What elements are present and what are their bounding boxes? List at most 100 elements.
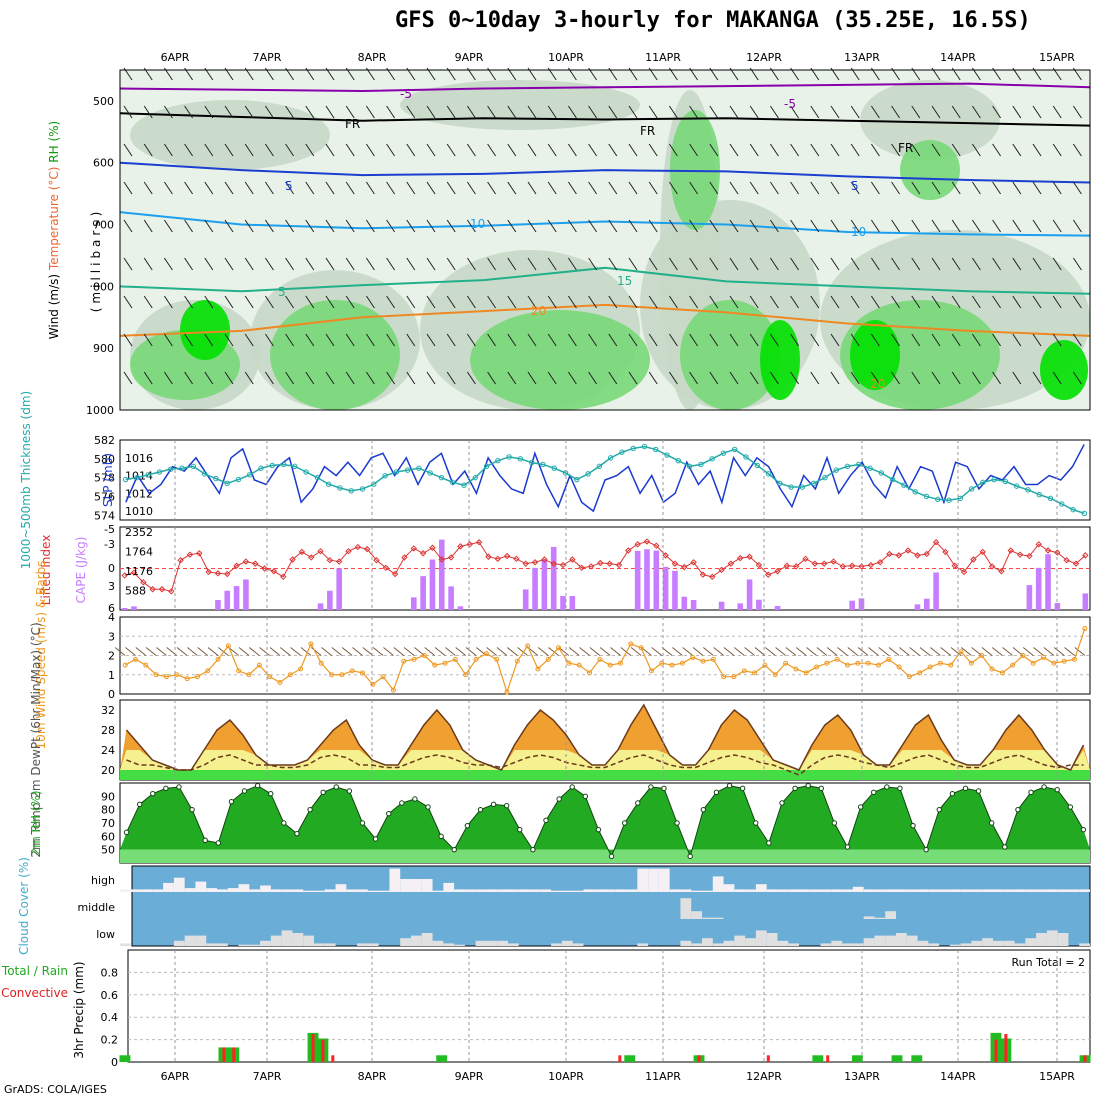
wind-speed-point <box>267 674 273 680</box>
wind-barb <box>466 371 476 385</box>
cloud-bar-high <box>1079 889 1090 892</box>
thickness-point <box>1059 501 1065 507</box>
cloud-bar-high <box>281 889 293 892</box>
thickness-point <box>743 454 749 460</box>
wind-barb <box>244 257 254 271</box>
cloud-bar-low <box>572 943 584 946</box>
cloud-bar-low <box>1046 930 1058 946</box>
thickness-point <box>641 443 648 450</box>
wind-speed-point <box>432 662 438 668</box>
wind-barb <box>426 143 436 157</box>
y-tick-cape: 2352 <box>125 526 153 539</box>
thickness-point <box>472 474 478 481</box>
cloud-bar-high <box>120 889 131 892</box>
wind-barb-10m <box>1002 647 1013 656</box>
cloud-bar-high <box>766 889 778 892</box>
wind-barb <box>1032 333 1042 347</box>
cloud-bar-middle <box>712 917 724 919</box>
chart-title: GFS 0~10day 3-hourly for MAKANGA (35.25E… <box>395 8 1031 33</box>
wind-barb-10m <box>465 647 477 656</box>
wind-barb <box>305 105 315 119</box>
wind-barb-10m <box>445 647 456 656</box>
rh-point <box>386 810 392 817</box>
wind-barb <box>628 295 638 309</box>
y-tick-pressure: 1000 <box>86 404 114 417</box>
thickness-point <box>179 465 185 471</box>
wind-barb <box>325 333 335 347</box>
lifted-index-point <box>643 538 651 545</box>
wind-barb <box>507 143 517 157</box>
cloud-bar-low <box>561 940 573 946</box>
wind-barb <box>689 257 699 271</box>
y-tick-slp: 1016 <box>125 452 153 465</box>
wind-barb-10m <box>961 647 972 656</box>
cloud-bar-high <box>852 886 864 892</box>
wind-barb <box>931 257 941 271</box>
wind-barb <box>547 257 557 271</box>
lifted-index-point <box>1054 549 1061 556</box>
thickness-point <box>664 452 670 458</box>
wind-barb <box>790 143 800 157</box>
thickness-point <box>190 463 197 470</box>
wind-barb <box>224 219 234 233</box>
wind-barb <box>426 105 436 119</box>
lifted-index-point <box>904 547 912 554</box>
wind-barb <box>709 295 719 309</box>
cloud-bar-low <box>712 943 724 946</box>
cloud-bar-low <box>292 933 304 946</box>
wind-barb <box>850 371 860 385</box>
wind-barb <box>992 143 1002 157</box>
wind-barb <box>628 219 638 233</box>
wind-barb <box>365 143 375 157</box>
wind-barb-10m <box>837 647 848 656</box>
cloud-bar-high <box>960 889 972 892</box>
lifted-index-point <box>224 570 231 578</box>
thickness-point <box>427 470 433 476</box>
lifted-index-point <box>848 562 856 569</box>
thickness-point <box>856 461 862 468</box>
lifted-index-point <box>485 553 492 560</box>
cloud-bar-high <box>605 889 616 892</box>
wind-barb <box>790 181 800 195</box>
lifted-index-point <box>960 568 968 576</box>
wind-barb <box>143 257 153 271</box>
wind-barb-10m <box>269 647 281 656</box>
lifted-index-point <box>475 539 483 546</box>
wind-barb <box>830 333 840 347</box>
wind-barb <box>406 105 416 119</box>
x-tick-top: 15APR <box>1039 51 1075 64</box>
isotherm-label: 5 <box>851 179 859 193</box>
wind-speed-point <box>421 653 427 658</box>
wind-speed-point <box>463 672 469 678</box>
cloud-bar-low <box>863 938 875 946</box>
lifted-index-point <box>923 550 930 558</box>
wind-barb <box>285 333 295 347</box>
rh-point <box>884 784 890 790</box>
ylabel-thickness: 1000~500mb Thickness (dm) <box>19 391 33 569</box>
lifted-index-point <box>373 556 380 564</box>
wind-barb <box>891 371 901 385</box>
wind-barb-10m <box>352 647 363 656</box>
x-tick-bottom: 9APR <box>455 1070 484 1083</box>
wind-barb <box>951 257 961 271</box>
isotherm-label: 20 <box>531 304 546 318</box>
cape-bar <box>1026 585 1033 610</box>
wind-barb-10m <box>125 647 136 656</box>
y-tick-wind: 1 <box>108 669 115 682</box>
lifted-index-point <box>503 552 511 560</box>
cape-bar <box>560 596 566 610</box>
cloud-bar-high <box>939 889 950 892</box>
wind-barb-10m <box>754 647 766 656</box>
wind-barb <box>446 371 456 385</box>
wind-barb <box>406 295 416 309</box>
wind-speed-point <box>999 670 1005 676</box>
cloud-bar-high <box>303 890 314 892</box>
lifted-index-point <box>709 573 716 581</box>
wind-speed-point <box>390 687 396 693</box>
wind-barb-10m <box>279 647 291 656</box>
lifted-index-point <box>280 573 287 581</box>
wind-barb <box>992 105 1002 119</box>
wind-barb <box>668 219 678 233</box>
cloud-bar-low <box>1014 943 1026 946</box>
cloud-bar-low <box>745 938 756 946</box>
